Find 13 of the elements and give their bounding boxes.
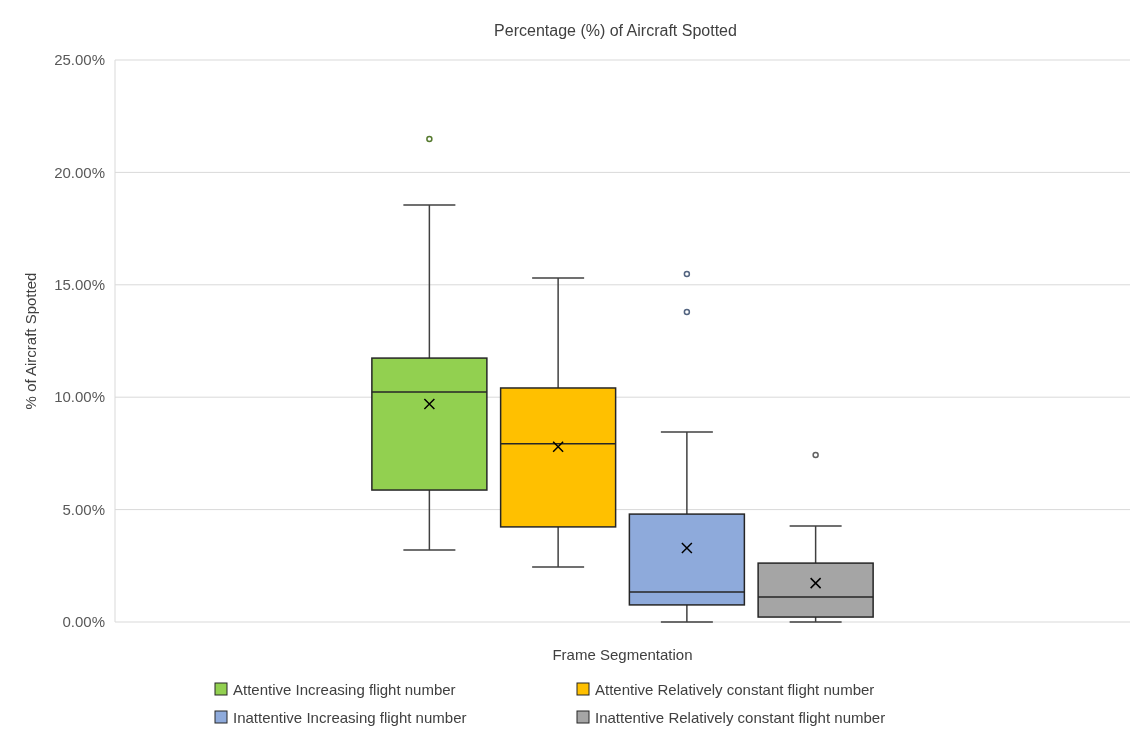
legend-label: Attentive Relatively constant flight number: [595, 681, 875, 699]
y-axis-title: % of Aircraft Spotted: [22, 272, 39, 410]
legend-label: Attentive Increasing flight number: [233, 681, 456, 699]
x-axis-title: Frame Segmentation: [552, 646, 693, 663]
y-tick-label: 15.00%: [54, 276, 105, 294]
y-tick-label: 0.00%: [62, 613, 105, 631]
y-tick-label: 10.00%: [54, 388, 105, 406]
y-tick-label: 25.00%: [54, 51, 105, 69]
y-tick-label: 20.00%: [54, 163, 105, 181]
y-tick-label: 5.00%: [62, 500, 105, 518]
legend-label: Inattentive Increasing flight number: [233, 709, 467, 727]
chart-title: Percentage (%) of Aircraft Spotted: [494, 22, 737, 39]
legend-label: Inattentive Relatively constant flight number: [595, 709, 886, 727]
